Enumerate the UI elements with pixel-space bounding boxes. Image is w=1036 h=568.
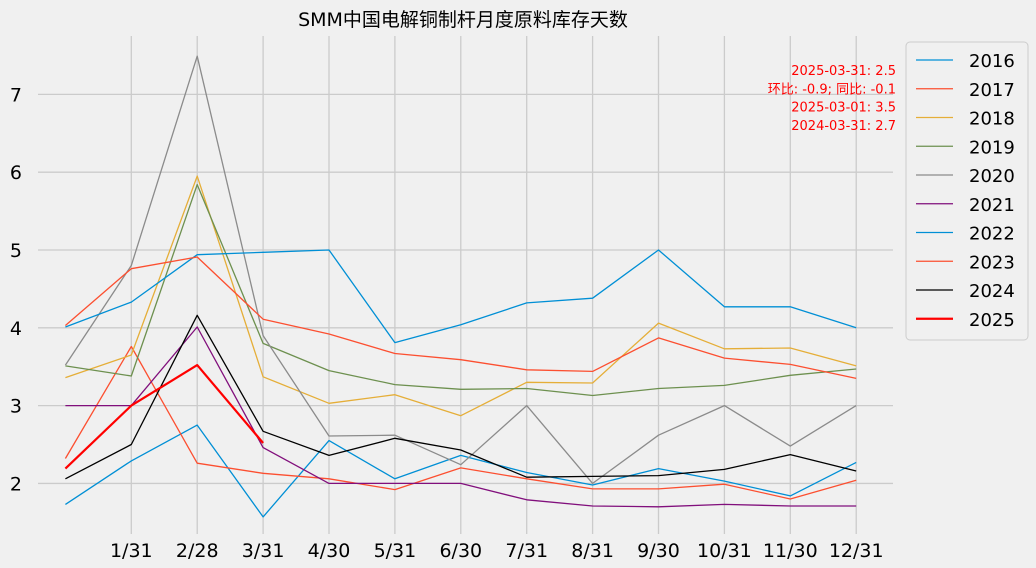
series-line-2019 bbox=[65, 183, 857, 397]
legend-label: 2019 bbox=[969, 137, 1015, 158]
y-tick-label: 7 bbox=[10, 84, 22, 106]
series-line-2018 bbox=[65, 175, 857, 417]
legend-label: 2018 bbox=[969, 109, 1015, 130]
y-tick-label: 5 bbox=[10, 240, 22, 262]
annotation-block: 2025-03-31: 2.5 环比: -0.9; 同比: -0.1 2025-03… bbox=[768, 64, 896, 134]
series-lines bbox=[64, 55, 857, 518]
series-line-2020 bbox=[64, 55, 857, 485]
grid bbox=[38, 36, 893, 534]
axes: 1/31 2/28 3/31 4/30 5/31 6/30 7/31 8/31 9/30 10/3… bbox=[10, 84, 884, 562]
series-line-2021 bbox=[65, 326, 857, 508]
x-tick-label: 11/30 bbox=[763, 540, 818, 562]
x-tick-label: 4/30 bbox=[308, 540, 351, 562]
x-tick-label: 8/31 bbox=[571, 540, 614, 562]
x-tick-label: 7/31 bbox=[505, 540, 548, 562]
series-line-2017 bbox=[64, 345, 857, 500]
legend-label: 2020 bbox=[969, 166, 1015, 187]
legend-box bbox=[905, 41, 1029, 341]
y-tick-label: 2 bbox=[10, 473, 22, 495]
x-tick-label: 10/31 bbox=[697, 540, 752, 562]
x-tick-label: 3/31 bbox=[242, 540, 285, 562]
x-tick-label: 5/31 bbox=[374, 540, 417, 562]
y-tick-label: 3 bbox=[10, 396, 22, 418]
series-line-2025 bbox=[64, 364, 264, 470]
annotation-line: 2025-03-01: 3.5 bbox=[791, 101, 896, 116]
x-tick-label: 12/31 bbox=[829, 540, 884, 562]
annotation-line: 2025-03-31: 2.5 bbox=[791, 64, 896, 79]
series-line-2016 bbox=[65, 424, 857, 518]
series-line-2022 bbox=[65, 249, 857, 344]
legend-label: 2023 bbox=[969, 252, 1015, 273]
legend-label: 2021 bbox=[969, 195, 1015, 216]
x-tick-label: 2/28 bbox=[176, 540, 219, 562]
y-tick-label: 6 bbox=[10, 162, 22, 184]
chart-title: SMM中国电解铜制杆月度原料库存天数 bbox=[298, 9, 628, 31]
legend-label: 2017 bbox=[969, 80, 1015, 101]
legend-label: 2025 bbox=[969, 310, 1015, 331]
x-tick-label: 6/30 bbox=[439, 540, 482, 562]
legend-label: 2016 bbox=[969, 51, 1015, 72]
series-line-2023 bbox=[64, 256, 857, 380]
legend-label: 2024 bbox=[969, 281, 1015, 302]
annotation-line: 2024-03-31: 2.7 bbox=[791, 119, 896, 134]
annotation-line: 环比: -0.9; 同比: -0.1 bbox=[768, 82, 896, 97]
y-tick-label: 4 bbox=[10, 318, 22, 340]
x-tick-label: 1/31 bbox=[110, 540, 153, 562]
x-tick-label: 9/30 bbox=[637, 540, 680, 562]
legend-label: 2022 bbox=[969, 224, 1015, 245]
series-line-2024 bbox=[65, 314, 857, 480]
legend: 2016 2017 2018 2019 2020 2021 2022 2023 2024 2025 bbox=[905, 41, 1029, 341]
